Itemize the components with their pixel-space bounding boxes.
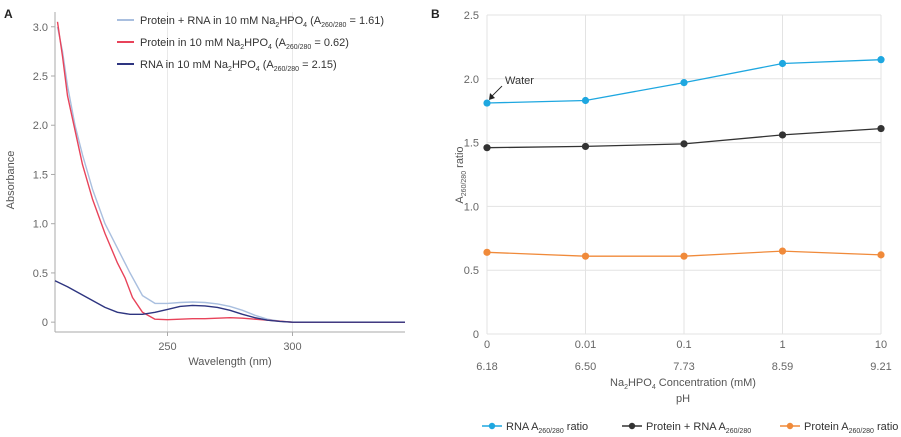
a-y-tick-label: 2.5 [33, 71, 48, 83]
b-point-2-2 [680, 252, 688, 260]
b-point-0-4 [877, 56, 885, 64]
b-point-1-2 [680, 140, 688, 148]
b-legend-label-0: RNA A260/280 ratio [506, 421, 588, 435]
b-x-tick-label: 10 [875, 339, 887, 351]
a-y-tick-label: 1.5 [33, 169, 48, 181]
a-series-line-2 [54, 280, 405, 323]
b-point-2-3 [778, 247, 787, 255]
b-legend-marker-2 [786, 422, 794, 430]
a-legend-label-2: RNA in 10 mM Na2HPO4 (A260/280 = 2.15) [140, 59, 337, 73]
b-legend-marker-0 [488, 422, 496, 430]
a-y-tick-label: 1.0 [33, 219, 48, 231]
b-legend-label-2: Protein A260/280 ratio [804, 421, 898, 435]
b-point-0-3 [778, 59, 787, 68]
b-y-tick-label: 1.0 [464, 201, 479, 213]
panel-a-label: A [4, 7, 13, 21]
b-annotation-arrowhead [489, 93, 495, 101]
b-point-1-1 [581, 142, 590, 151]
b-point-2-4 [877, 251, 885, 259]
a-x-tick-label: 250 [158, 341, 176, 353]
b-y-tick-label: 2.0 [464, 74, 479, 86]
b-point-0-1 [581, 96, 590, 105]
b-ph-tick-label: 7.73 [673, 361, 694, 373]
a-x-tick-label: 300 [283, 341, 301, 353]
b-point-2-0 [483, 248, 491, 256]
b-y-tick-label: 1.5 [464, 138, 479, 150]
a-legend-label-1: Protein in 10 mM Na2HPO4 (A260/280 = 0.6… [140, 37, 349, 51]
b-y-tick-label: 0 [473, 329, 479, 341]
a-y-tick-label: 3.0 [33, 22, 48, 34]
b-legend-marker-1 [628, 422, 636, 430]
a-legend-label-0: Protein + RNA in 10 mM Na2HPO4 (A260/280… [140, 15, 384, 29]
b-ph-tick-label: 9.21 [870, 361, 891, 373]
b-point-0-0 [483, 99, 491, 107]
b-legend-label-1: Protein + RNA A260/280 [646, 421, 751, 435]
a-y-tick-label: 0.5 [33, 268, 48, 280]
b-x-tick-label: 0 [484, 339, 490, 351]
b-point-1-0 [483, 144, 491, 152]
b-point-1-3 [778, 131, 787, 139]
b-point-1-4 [877, 124, 885, 133]
a-y-tick-label: 0 [42, 317, 48, 329]
b-x-tick-label: 1 [779, 339, 785, 351]
a-x-axis-title: Wavelength (nm) [188, 356, 271, 368]
b-y-tick-label: 2.5 [464, 10, 479, 22]
b-ph-tick-label: 6.18 [476, 361, 497, 373]
b-point-2-1 [581, 252, 590, 260]
b-ph-tick-label: 6.50 [575, 361, 596, 373]
a-y-axis-title: Absorbance [5, 151, 17, 210]
b-x-tick-label: 0.01 [575, 339, 596, 351]
b-x-axis-title: Na2HPO4 Concentration (mM) [610, 377, 756, 391]
a-y-tick-label: 2.0 [33, 120, 48, 132]
b-annotation-water: Water [505, 75, 534, 87]
b-y-axis-title: A260/280 ratio [454, 146, 468, 203]
panel-b-chart: 0 0.5 1.0 1.5 2.0 2.5 0 6.18 0.01 6.50 0.1 7.73 1 8.… [454, 10, 898, 435]
b-ph-tick-label: 8.59 [772, 361, 793, 373]
b-y-tick-label: 0.5 [464, 265, 479, 277]
b-point-0-2 [680, 79, 688, 87]
b-x-tick-label: 0.1 [676, 339, 691, 351]
b-x-axis-title-ph: pH [676, 393, 690, 405]
panel-b-label: B [431, 7, 440, 21]
panel-a-chart: 0 0.5 1.0 1.5 2.0 2.5 3.0 250 300 Wavelength (n… [5, 12, 405, 368]
